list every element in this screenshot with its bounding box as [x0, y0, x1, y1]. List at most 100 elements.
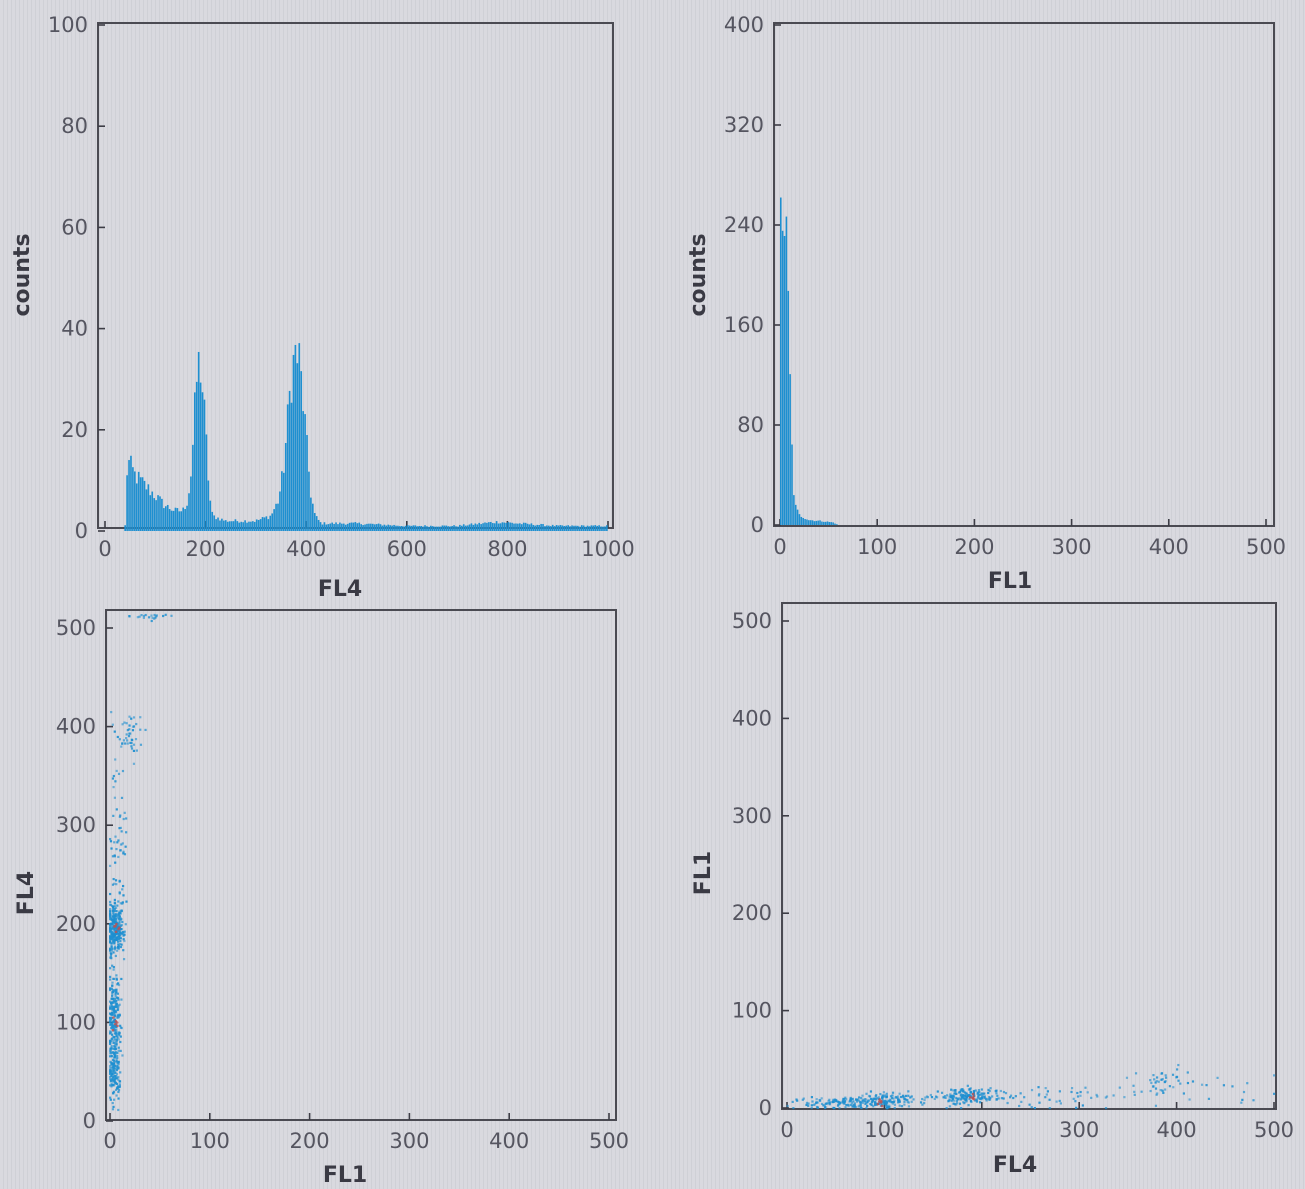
event-point	[129, 741, 132, 744]
event-point	[110, 1063, 113, 1066]
event-point	[115, 1074, 118, 1078]
event-point	[109, 1030, 112, 1033]
event-point	[1079, 1090, 1082, 1094]
event-point	[110, 942, 113, 945]
event-point	[897, 1101, 900, 1104]
event-point	[113, 1036, 116, 1039]
event-point	[118, 827, 121, 830]
event-point	[116, 1067, 119, 1070]
event-point	[112, 1010, 115, 1013]
event-point	[117, 1089, 121, 1092]
event-point	[113, 927, 116, 931]
x-tick-label: 400	[1149, 535, 1189, 559]
histogram-bar	[333, 523, 335, 531]
event-point	[802, 1097, 805, 1100]
histogram-bar	[358, 522, 361, 531]
event-point	[963, 1094, 966, 1097]
event-point	[116, 1077, 119, 1080]
event-point	[109, 1019, 112, 1022]
event-point	[132, 749, 136, 752]
event-point	[850, 1101, 853, 1105]
event-point	[132, 762, 136, 765]
event-point	[125, 722, 128, 725]
event-point	[117, 943, 120, 946]
event-point	[967, 1104, 970, 1107]
event-point	[874, 1098, 877, 1101]
event-point	[1070, 1087, 1074, 1090]
event-point	[975, 1100, 979, 1103]
histogram-bar	[813, 521, 816, 525]
event-point	[115, 1011, 118, 1014]
event-point	[111, 1037, 114, 1040]
event-point	[116, 1086, 119, 1089]
event-point	[150, 619, 153, 623]
event-point	[111, 981, 114, 984]
event-point	[109, 988, 112, 992]
event-point	[1002, 1090, 1006, 1094]
histogram-bar	[134, 471, 136, 531]
event-point	[1045, 1093, 1048, 1096]
event-point	[120, 943, 123, 946]
event-point	[109, 1096, 112, 1099]
event-point	[115, 999, 118, 1002]
plot-frame	[105, 609, 617, 1121]
event-point	[946, 1094, 949, 1097]
event-point	[965, 1096, 968, 1099]
histogram-bar	[298, 343, 301, 531]
event-point	[845, 1103, 848, 1107]
event-point	[1028, 1103, 1031, 1106]
histogram-bar	[327, 524, 330, 531]
event-point	[110, 957, 113, 960]
histogram-bar	[199, 382, 202, 531]
event-point	[120, 928, 123, 931]
event-point	[142, 614, 146, 618]
event-point	[117, 1049, 120, 1052]
event-point	[1156, 1076, 1159, 1079]
event-point	[117, 1032, 121, 1036]
event-point	[1020, 1100, 1023, 1103]
histogram-bar	[443, 525, 446, 531]
histogram-bar	[255, 519, 258, 531]
event-point	[111, 934, 114, 937]
event-point	[1084, 1086, 1087, 1089]
event-point	[962, 1096, 965, 1099]
x-tick-label: 500	[589, 1129, 629, 1153]
histogram-bar	[822, 521, 825, 525]
event-point	[904, 1094, 907, 1098]
event-point	[111, 991, 114, 994]
event-point	[921, 1097, 924, 1101]
event-point	[988, 1098, 991, 1101]
event-point	[1044, 1096, 1047, 1099]
event-point	[862, 1098, 865, 1101]
event-point	[968, 1097, 971, 1101]
event-point	[113, 947, 116, 950]
histogram-bar	[445, 525, 448, 531]
histogram-bar	[213, 515, 215, 531]
histogram-bar	[796, 509, 799, 525]
event-point	[1009, 1094, 1013, 1097]
event-point	[115, 1066, 119, 1069]
event-point	[881, 1094, 884, 1098]
event-point	[1164, 1076, 1168, 1079]
event-point	[958, 1097, 961, 1100]
histogram-bar	[265, 516, 268, 531]
y-tick-label: 320	[724, 113, 764, 137]
event-point	[951, 1096, 954, 1100]
event-point	[955, 1103, 958, 1106]
event-point	[114, 906, 118, 910]
event-point	[882, 1102, 885, 1105]
event-point	[128, 724, 131, 727]
event-point	[902, 1096, 905, 1099]
event-point	[792, 1107, 795, 1110]
histogram-bar	[315, 516, 318, 531]
event-point	[855, 1100, 859, 1103]
event-point	[121, 932, 124, 935]
event-point	[109, 1072, 112, 1076]
histogram-bar	[223, 520, 225, 531]
event-point	[113, 1067, 116, 1070]
histogram-bar	[431, 526, 434, 531]
event-point	[1222, 1084, 1226, 1087]
histogram-bar	[422, 526, 424, 531]
histogram-bar	[356, 523, 359, 531]
histogram-bar	[360, 524, 363, 531]
